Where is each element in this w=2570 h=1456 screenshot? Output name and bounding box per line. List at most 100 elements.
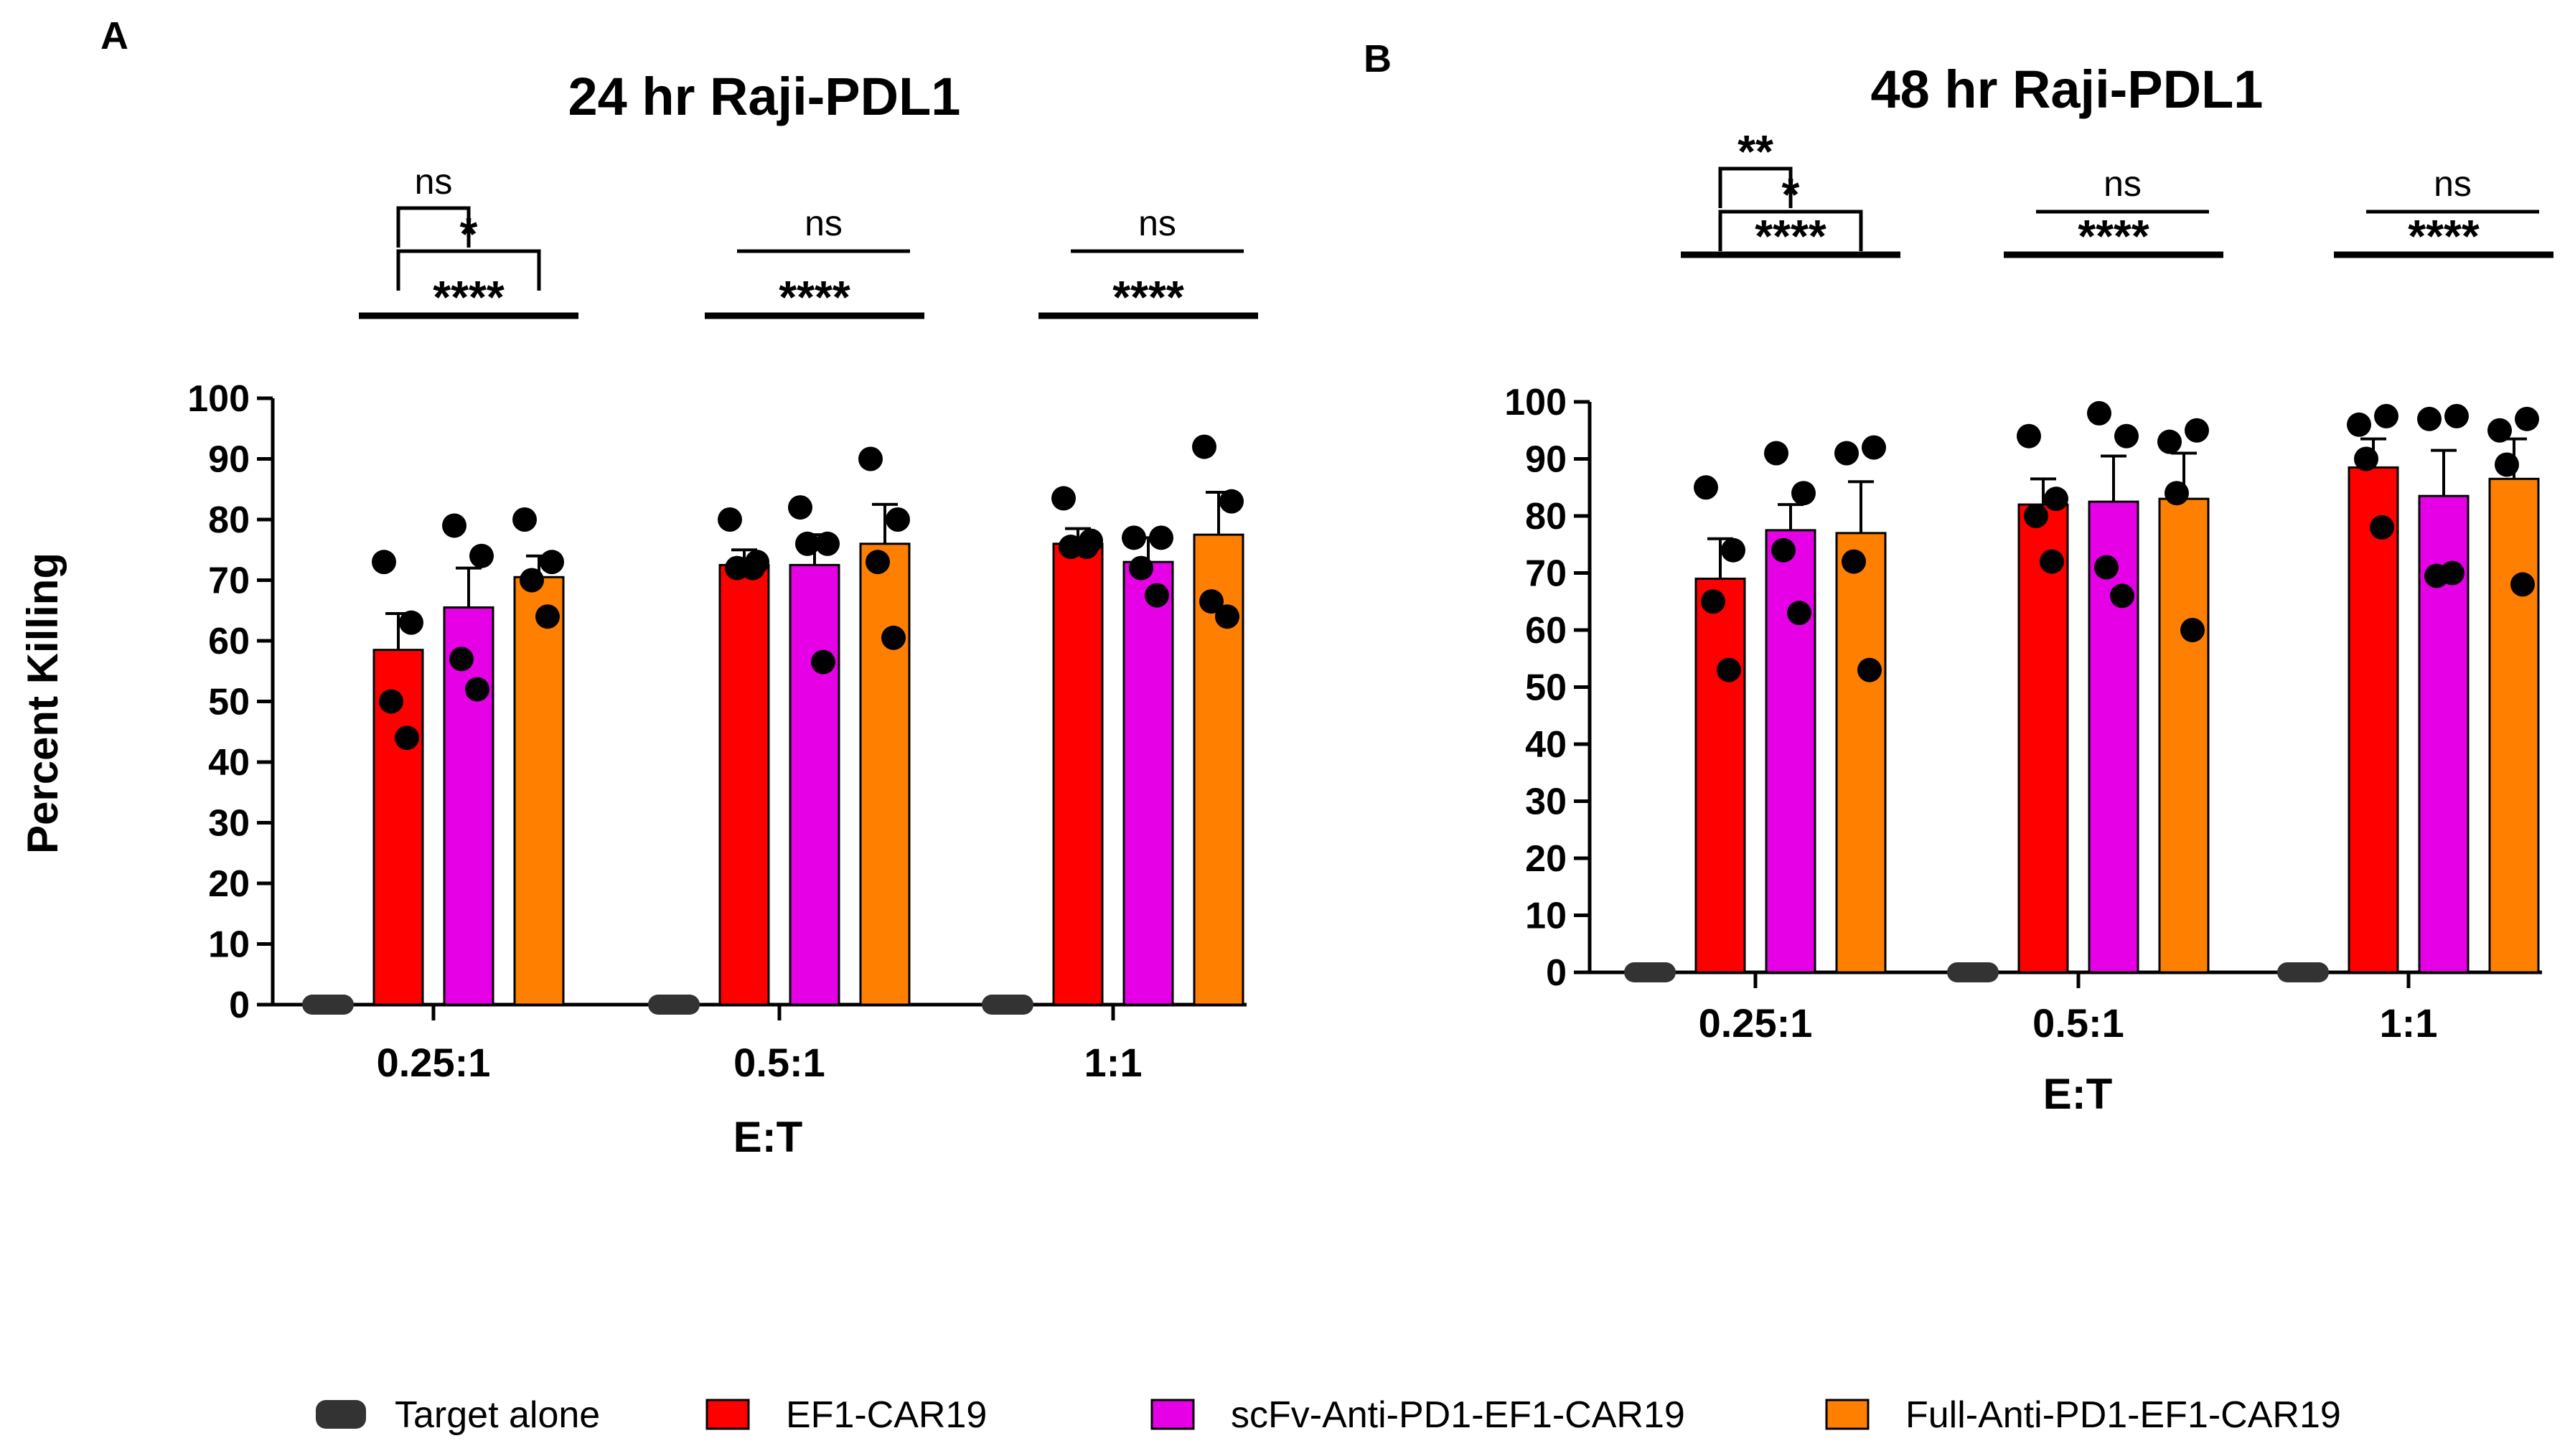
y-tick-label: 60 bbox=[1525, 610, 1567, 652]
target-alone-marker bbox=[648, 995, 700, 1015]
target-alone-marker bbox=[302, 995, 354, 1015]
data-point bbox=[1701, 589, 1725, 614]
y-tick-label: 0 bbox=[1546, 952, 1567, 994]
significance-bracket bbox=[396, 249, 541, 291]
category-label: 0.25:1 bbox=[377, 1040, 491, 1085]
data-point bbox=[2087, 400, 2111, 426]
x-axis-label: E:T bbox=[2043, 1070, 2113, 1118]
data-point bbox=[2495, 452, 2519, 477]
data-point bbox=[520, 568, 544, 593]
legend-swatch bbox=[1150, 1399, 1195, 1430]
significance-label: ns bbox=[2434, 164, 2472, 204]
data-point bbox=[2110, 583, 2134, 609]
category-label: 0.5:1 bbox=[733, 1040, 825, 1085]
data-point bbox=[1787, 601, 1811, 626]
data-point bbox=[1051, 486, 1076, 511]
data-point bbox=[2165, 481, 2189, 506]
significance-label: ns bbox=[1138, 203, 1176, 243]
legend: Target alone EF1-CAR19 scFv-Anti-PD1-EF1-C… bbox=[316, 1394, 2341, 1436]
category-label: 1:1 bbox=[1084, 1040, 1143, 1085]
significance-label: ** bbox=[1737, 126, 1773, 177]
y-tick-label: 80 bbox=[208, 499, 250, 541]
data-point bbox=[881, 625, 906, 650]
significance-label: ns bbox=[415, 161, 453, 202]
y-tick-label: 30 bbox=[1525, 781, 1567, 823]
legend-label: EF1-CAR19 bbox=[786, 1394, 987, 1436]
data-point bbox=[1764, 441, 1788, 466]
bar bbox=[1835, 532, 1887, 974]
y-tick-label: 50 bbox=[1525, 667, 1567, 709]
bar bbox=[1694, 577, 1746, 974]
data-point bbox=[718, 507, 742, 532]
category-label: 0.5:1 bbox=[2032, 1000, 2124, 1046]
bar bbox=[859, 543, 911, 1006]
data-point bbox=[2370, 515, 2394, 540]
data-point bbox=[2440, 560, 2465, 586]
data-point bbox=[2040, 549, 2064, 574]
data-point bbox=[465, 677, 489, 702]
bar bbox=[1765, 529, 1816, 974]
chart-title: 48 hr Raji-PDL1 bbox=[1871, 60, 2264, 119]
panel-letter-a: A bbox=[100, 14, 128, 57]
data-point bbox=[2374, 403, 2398, 428]
data-point bbox=[1219, 489, 1244, 514]
bar bbox=[513, 576, 565, 1006]
data-point bbox=[2024, 504, 2048, 528]
data-point bbox=[469, 543, 494, 568]
data-point bbox=[1129, 555, 1153, 581]
y-tick-label: 10 bbox=[1525, 896, 1567, 937]
bar bbox=[789, 563, 840, 1006]
data-point bbox=[1771, 537, 1796, 563]
x-axis-label: E:T bbox=[733, 1113, 803, 1161]
chart-panel-b: 48 hr Raji-PDL1 0 10 20 30 40 50 60 70 80 90 100 0.2… bbox=[1504, 60, 2553, 1118]
significance-bracket bbox=[396, 206, 471, 248]
bar bbox=[2348, 466, 2399, 974]
bar bbox=[372, 649, 424, 1006]
data-point bbox=[886, 507, 910, 532]
y-tick-label: 40 bbox=[1525, 724, 1567, 766]
data-point bbox=[1862, 435, 1886, 460]
category-label: 0.25:1 bbox=[1699, 1000, 1813, 1046]
data-point bbox=[512, 507, 537, 532]
y-tick-label: 100 bbox=[187, 378, 250, 420]
target-alone-marker bbox=[1947, 962, 1999, 982]
y-tick-label: 30 bbox=[208, 803, 250, 845]
y-tick-label: 80 bbox=[1525, 496, 1567, 537]
significance-label: **** bbox=[1112, 271, 1184, 323]
panel-letter-b: B bbox=[1364, 37, 1392, 80]
data-point bbox=[741, 555, 765, 581]
y-tick-label: 40 bbox=[208, 742, 250, 784]
target-alone-marker bbox=[2277, 962, 2329, 982]
data-point bbox=[2157, 429, 2182, 454]
data-point bbox=[442, 513, 466, 538]
data-point bbox=[1192, 434, 1216, 459]
data-point bbox=[1074, 535, 1099, 560]
data-point bbox=[2354, 446, 2378, 471]
data-point bbox=[2347, 412, 2371, 437]
bar bbox=[1122, 560, 1174, 1006]
data-point bbox=[2017, 423, 2041, 448]
data-point bbox=[866, 550, 890, 575]
y-tick-label: 20 bbox=[208, 863, 250, 905]
data-point bbox=[1857, 657, 1882, 682]
data-point bbox=[2180, 618, 2205, 642]
data-point bbox=[2444, 403, 2469, 428]
y-tick-label: 90 bbox=[208, 439, 250, 481]
data-point bbox=[2417, 406, 2442, 431]
significance-label: ns bbox=[2104, 164, 2142, 204]
data-point bbox=[1834, 441, 1859, 466]
data-point bbox=[379, 689, 403, 714]
y-tick-label: 100 bbox=[1504, 382, 1567, 423]
y-tick-label: 90 bbox=[1525, 439, 1567, 481]
legend-swatch bbox=[705, 1399, 750, 1430]
data-point bbox=[1717, 657, 1741, 682]
target-alone-marker bbox=[982, 995, 1033, 1015]
data-point bbox=[1199, 589, 1224, 614]
bar bbox=[2017, 503, 2069, 974]
legend-swatch bbox=[316, 1400, 366, 1429]
significance-bracket bbox=[1718, 166, 1793, 208]
data-point bbox=[1149, 525, 1173, 550]
significance-bracket bbox=[1718, 210, 1863, 251]
category-label: 1:1 bbox=[2380, 1000, 2438, 1046]
legend-swatch bbox=[1825, 1399, 1870, 1430]
